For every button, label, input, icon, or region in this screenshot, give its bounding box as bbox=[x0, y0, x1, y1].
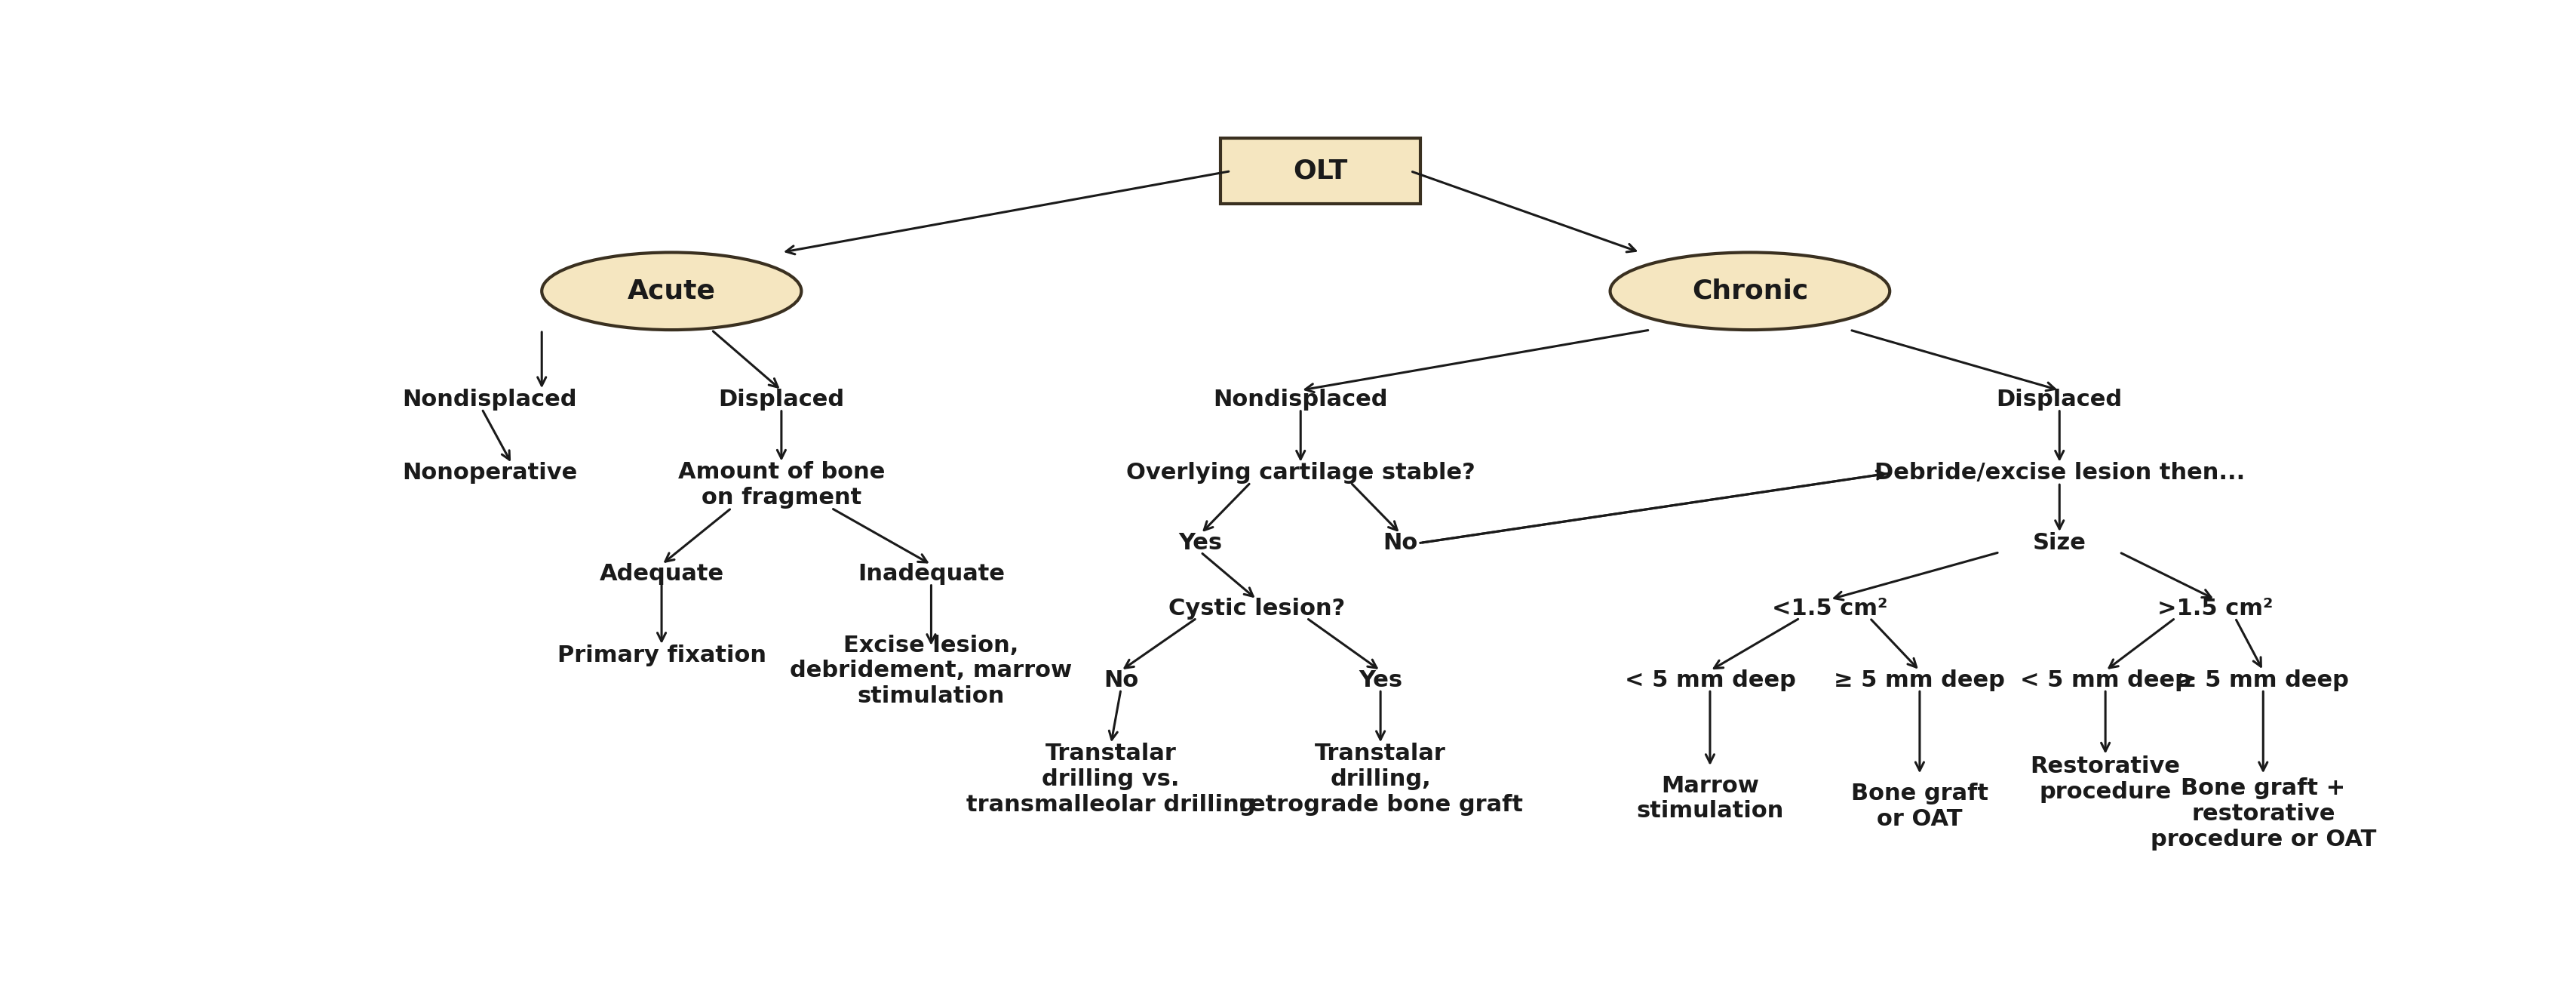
Text: OLT: OLT bbox=[1293, 158, 1347, 184]
Text: Amount of bone
on fragment: Amount of bone on fragment bbox=[677, 461, 884, 508]
Text: < 5 mm deep: < 5 mm deep bbox=[2020, 669, 2190, 691]
Text: Transtalar
drilling,
retrograde bone graft: Transtalar drilling, retrograde bone gra… bbox=[1239, 742, 1522, 816]
Text: Adequate: Adequate bbox=[600, 563, 724, 584]
Text: Displaced: Displaced bbox=[719, 388, 845, 410]
Text: Excise lesion,
debridement, marrow
stimulation: Excise lesion, debridement, marrow stimu… bbox=[791, 635, 1072, 707]
Text: Transtalar
drilling vs.
transmalleolar drilling: Transtalar drilling vs. transmalleolar d… bbox=[966, 742, 1255, 816]
FancyBboxPatch shape bbox=[1221, 138, 1419, 204]
Text: Bone graft +
restorative
procedure or OAT: Bone graft + restorative procedure or OA… bbox=[2148, 778, 2375, 850]
Text: Nonoperative: Nonoperative bbox=[402, 462, 577, 484]
Text: <1.5 cm²: <1.5 cm² bbox=[1772, 598, 1888, 620]
Text: Nondisplaced: Nondisplaced bbox=[1213, 388, 1388, 410]
Text: Acute: Acute bbox=[626, 279, 716, 304]
Text: Displaced: Displaced bbox=[1996, 388, 2123, 410]
Text: Marrow
stimulation: Marrow stimulation bbox=[1636, 775, 1783, 822]
Text: Bone graft
or OAT: Bone graft or OAT bbox=[1850, 783, 1989, 830]
Text: Restorative
procedure: Restorative procedure bbox=[2030, 756, 2179, 803]
Text: Size: Size bbox=[2032, 532, 2087, 554]
Text: Nondisplaced: Nondisplaced bbox=[402, 388, 577, 410]
Text: ≥ 5 mm deep: ≥ 5 mm deep bbox=[2177, 669, 2349, 691]
Text: No: No bbox=[1103, 669, 1139, 691]
Ellipse shape bbox=[1610, 253, 1888, 330]
Text: Overlying cartilage stable?: Overlying cartilage stable? bbox=[1126, 462, 1473, 484]
Text: Primary fixation: Primary fixation bbox=[556, 644, 765, 666]
Text: ≥ 5 mm deep: ≥ 5 mm deep bbox=[1834, 669, 2004, 691]
Text: Inadequate: Inadequate bbox=[858, 563, 1005, 584]
Text: Yes: Yes bbox=[1358, 669, 1401, 691]
Text: < 5 mm deep: < 5 mm deep bbox=[1623, 669, 1795, 691]
Text: Debride/excise lesion then...: Debride/excise lesion then... bbox=[1873, 462, 2244, 484]
Text: No: No bbox=[1383, 532, 1417, 554]
Text: Chronic: Chronic bbox=[1692, 279, 1808, 304]
Ellipse shape bbox=[541, 253, 801, 330]
Text: Yes: Yes bbox=[1177, 532, 1224, 554]
Text: >1.5 cm²: >1.5 cm² bbox=[2156, 598, 2272, 620]
Text: Cystic lesion?: Cystic lesion? bbox=[1167, 598, 1345, 620]
